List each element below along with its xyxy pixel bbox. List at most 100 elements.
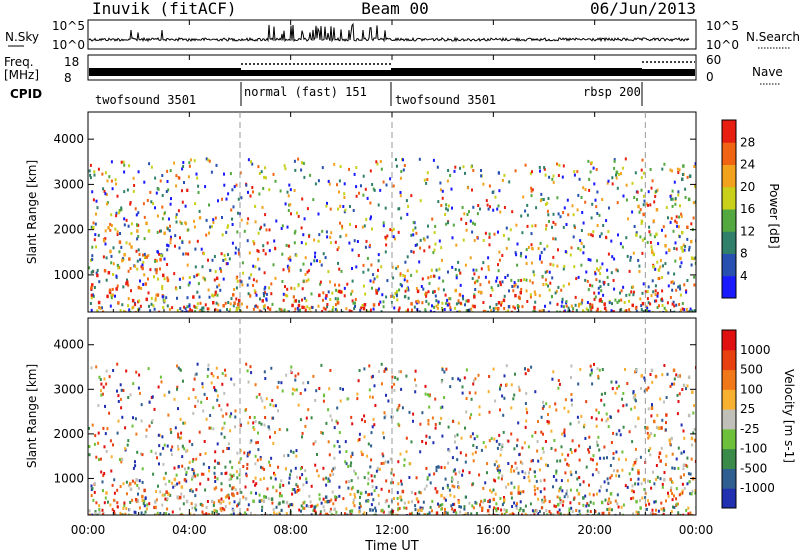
heatmap-cell	[319, 510, 322, 514]
heatmap-cell	[252, 499, 255, 503]
heatmap-cell	[221, 507, 224, 510]
heatmap-cell	[654, 374, 658, 379]
heatmap-cell	[547, 284, 549, 288]
heatmap-cell	[305, 480, 308, 484]
heatmap-cell	[640, 374, 643, 378]
heatmap-cell	[98, 375, 101, 379]
heatmap-cell	[176, 387, 178, 391]
heatmap-cell	[243, 229, 246, 233]
heatmap-cell	[451, 236, 454, 240]
heatmap-cell	[581, 298, 584, 302]
heatmap-cell	[263, 271, 266, 275]
heatmap-cell	[621, 450, 624, 454]
heatmap-cell	[494, 507, 497, 511]
heatmap-cell	[254, 304, 257, 308]
heatmap-cell	[427, 419, 430, 422]
heatmap-cell	[278, 307, 281, 311]
heatmap-cell	[156, 293, 160, 297]
heatmap-cell	[688, 248, 691, 252]
heatmap-cell	[149, 309, 152, 312]
heatmap-cell	[268, 307, 272, 312]
heatmap-cell	[250, 491, 253, 495]
heatmap-cell	[182, 161, 185, 164]
heatmap-cell	[148, 502, 151, 506]
heatmap-cell	[679, 256, 682, 261]
heatmap-cell	[167, 188, 170, 192]
heatmap-cell	[261, 205, 264, 209]
heatmap-cell	[252, 278, 255, 282]
heatmap-cell	[319, 280, 322, 284]
heatmap-cell	[372, 498, 375, 502]
heatmap-cell	[649, 302, 652, 306]
heatmap-cell	[267, 497, 270, 501]
heatmap-cell	[297, 284, 300, 288]
heatmap-cell	[374, 404, 377, 407]
heatmap-cell	[434, 242, 437, 246]
heatmap-cell	[598, 448, 601, 452]
heatmap-cell	[667, 271, 670, 275]
heatmap-cell	[382, 221, 385, 225]
heatmap-cell	[637, 469, 640, 473]
heatmap-cell	[275, 505, 278, 509]
heatmap-cell	[551, 276, 554, 280]
heatmap-cell	[629, 478, 632, 482]
heatmap-cell	[228, 496, 230, 500]
heatmap-cell	[187, 283, 190, 287]
heatmap-cell	[134, 303, 137, 307]
colorbar-tick-label: 24	[740, 158, 755, 172]
heatmap-cell	[521, 446, 524, 450]
heatmap-cell	[524, 504, 527, 508]
heatmap-cell	[230, 377, 233, 381]
heatmap-cell	[270, 292, 273, 296]
heatmap-cell	[564, 458, 567, 462]
heatmap-cell	[310, 262, 313, 266]
heatmap-cell	[536, 440, 539, 443]
heatmap-cell	[468, 210, 470, 214]
heatmap-cell	[361, 453, 364, 457]
heatmap-cell	[415, 476, 418, 480]
heatmap-cell	[424, 513, 426, 515]
heatmap-cell	[685, 290, 688, 294]
heatmap-cell	[553, 439, 556, 442]
heatmap-cell	[289, 473, 292, 477]
heatmap-cell	[183, 181, 185, 184]
heatmap-cell	[431, 304, 433, 308]
heatmap-cell	[111, 187, 114, 191]
heatmap-cell	[600, 500, 604, 505]
heatmap-cell	[338, 431, 341, 434]
heatmap-cell	[345, 507, 348, 511]
heatmap-cell	[144, 510, 147, 514]
heatmap-cell	[386, 279, 389, 283]
heatmap-cell	[690, 263, 693, 267]
heatmap-cell	[643, 487, 646, 491]
heatmap-cell	[526, 411, 529, 415]
heatmap-cell	[665, 206, 668, 209]
heatmap-cell	[342, 497, 345, 501]
heatmap-cell	[235, 297, 238, 301]
heatmap-cell	[454, 306, 457, 310]
heatmap-cell	[607, 283, 610, 286]
heatmap-cell	[637, 259, 640, 262]
heatmap-cell	[354, 298, 357, 301]
heatmap-cell	[176, 444, 179, 448]
heatmap-cell	[681, 489, 684, 493]
heatmap-cell	[94, 434, 97, 438]
heatmap-cell	[384, 206, 387, 210]
heatmap-cell	[286, 428, 289, 432]
heatmap-cell	[351, 451, 354, 455]
heatmap-cell	[554, 222, 557, 226]
heatmap-cell	[629, 255, 632, 259]
heatmap-cell	[653, 500, 656, 504]
heatmap-cell	[176, 482, 179, 486]
heatmap-cell	[681, 491, 684, 495]
heatmap-cell	[419, 506, 422, 510]
heatmap-cell	[545, 227, 547, 231]
heatmap-cell	[303, 500, 306, 504]
heatmap-cell	[688, 174, 692, 178]
heatmap-cell	[330, 231, 333, 235]
heatmap-cell	[665, 499, 667, 503]
heatmap-cell	[679, 308, 682, 312]
heatmap-cell	[540, 251, 543, 254]
heatmap-cell	[163, 257, 166, 261]
